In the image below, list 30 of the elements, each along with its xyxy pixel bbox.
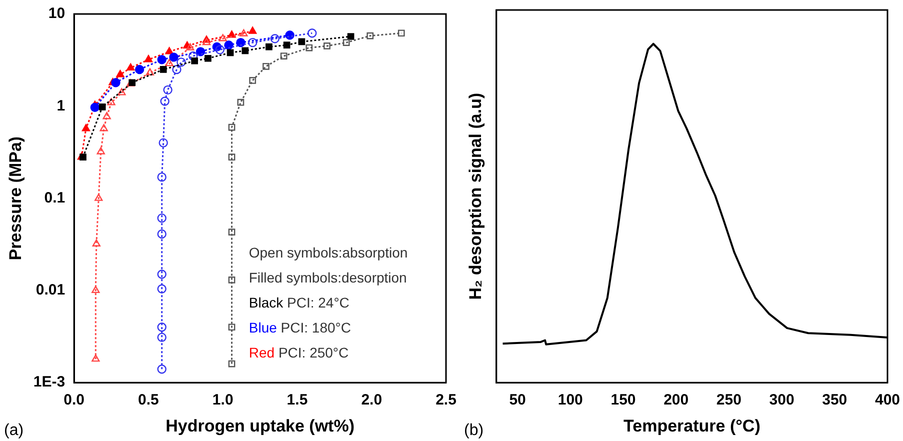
x-tick-label: 50	[509, 392, 526, 409]
x-tick-label: 350	[822, 392, 848, 409]
x-tick-label: 2.5	[436, 392, 456, 409]
y-tick-label: 1	[56, 97, 66, 114]
y-axis-title: H₂ desorption signal (a.u)	[466, 92, 485, 300]
annotation: Black PCI: 24°C	[248, 294, 350, 310]
x-tick-label: 2.0	[361, 392, 382, 409]
annotation: Blue PCI: 180°C	[248, 319, 351, 336]
x-tick-label: 250	[716, 392, 742, 409]
x-tick-label: 0.0	[64, 392, 85, 409]
y-axis-title: Pressure (MPa)	[6, 136, 25, 260]
annotation: Open symbols:absorption	[248, 244, 408, 260]
x-tick-label: 0.5	[138, 392, 159, 409]
x-tick-label: 300	[769, 392, 794, 409]
x-tick-label: 400	[874, 392, 900, 409]
x-axis-title: Temperature (°C)	[624, 416, 760, 436]
y-tick-label: 0.01	[36, 282, 66, 299]
x-tick-label: 200	[664, 392, 689, 409]
x-tick-label: 1.0	[212, 392, 234, 409]
y-tick-label: 10	[48, 5, 66, 22]
x-tick-label: 1.5	[286, 392, 308, 409]
text: (a)	[4, 422, 24, 439]
x-tick-label: 100	[558, 392, 583, 409]
x-tick-label: 150	[610, 392, 636, 409]
text: (b)	[464, 422, 484, 439]
annotation: Red PCI: 250°C	[248, 344, 349, 361]
y-tick-label: 1E-3	[33, 374, 66, 391]
x-axis-title: Hydrogen uptake (wt%)	[166, 416, 354, 436]
y-tick-label: 0.1	[44, 189, 66, 206]
annotation: Filled symbols:desorption	[248, 269, 407, 286]
